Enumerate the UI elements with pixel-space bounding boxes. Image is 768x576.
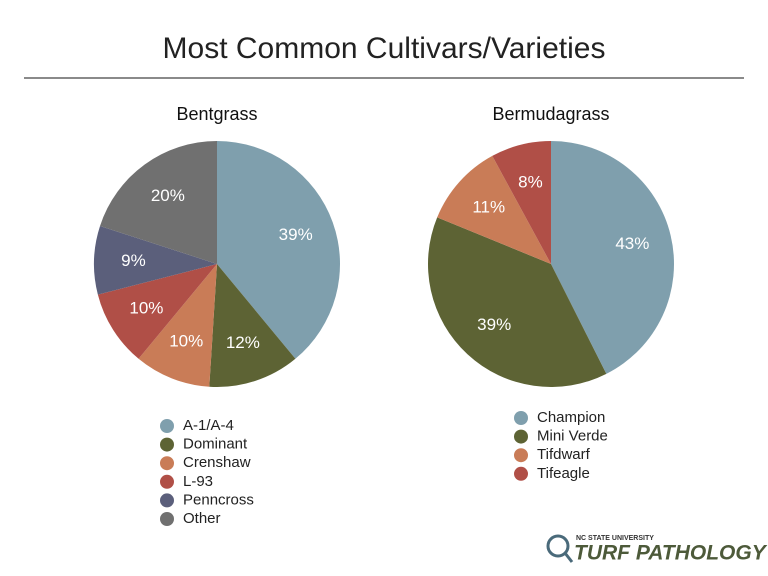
legend-label: Tifeagle — [537, 465, 590, 482]
legend-marker — [160, 419, 174, 433]
chart-title: Bermudagrass — [492, 104, 609, 124]
legend-marker — [160, 512, 174, 526]
legend-marker — [514, 411, 528, 425]
legend-label: Mini Verde — [537, 428, 608, 445]
legend-label: Dominant — [183, 436, 248, 453]
legend-label: Crenshaw — [183, 454, 251, 471]
slice-label: 43% — [615, 234, 649, 253]
logo-university: NC STATE UNIVERSITY — [576, 535, 654, 542]
slice-label: 10% — [169, 331, 203, 350]
legend-label: Penncross — [183, 491, 254, 508]
legend-label: L-93 — [183, 473, 213, 490]
pie-slice — [217, 141, 341, 359]
slice-label: 20% — [151, 186, 185, 205]
legend-marker — [514, 429, 528, 444]
legend-marker — [514, 448, 528, 463]
slice-label: 8% — [518, 172, 543, 191]
logo-icon — [546, 534, 570, 558]
legend-label: Other — [183, 510, 221, 527]
chart-title: Bentgrass — [176, 104, 257, 124]
pie-slice — [428, 217, 607, 387]
pie-slice — [93, 225, 217, 295]
slice-label: 39% — [279, 225, 313, 244]
pie-slice — [492, 141, 551, 264]
legend-marker — [160, 456, 174, 471]
slice-label: 9% — [121, 251, 146, 270]
legend-marker — [160, 474, 174, 489]
legend-label: Champion — [537, 409, 605, 426]
pie-slice — [97, 264, 217, 359]
slice-label: 10% — [129, 298, 163, 317]
legend-marker — [160, 493, 174, 508]
legend-label: Tifdwarf — [537, 446, 591, 463]
slice-label: 12% — [226, 333, 260, 352]
logo: NC STATE UNIVERSITY TURF PATHOLOGY — [546, 534, 768, 565]
pie-slice — [138, 264, 217, 387]
pie-slice — [209, 264, 296, 387]
logo-name: TURF PATHOLOGY — [574, 542, 768, 565]
slide-title: Most Common Cultivars/Varieties — [163, 32, 606, 65]
logo-icon-handle — [563, 552, 574, 563]
pie-slice — [551, 141, 674, 374]
slice-label: 39% — [477, 315, 511, 334]
legend-label: A-1/A-4 — [183, 417, 234, 434]
pie-slice — [437, 155, 551, 264]
pie-slice — [100, 141, 217, 264]
slice-label: 11% — [472, 198, 505, 217]
legend-marker — [514, 466, 528, 481]
legend-marker — [160, 437, 174, 452]
